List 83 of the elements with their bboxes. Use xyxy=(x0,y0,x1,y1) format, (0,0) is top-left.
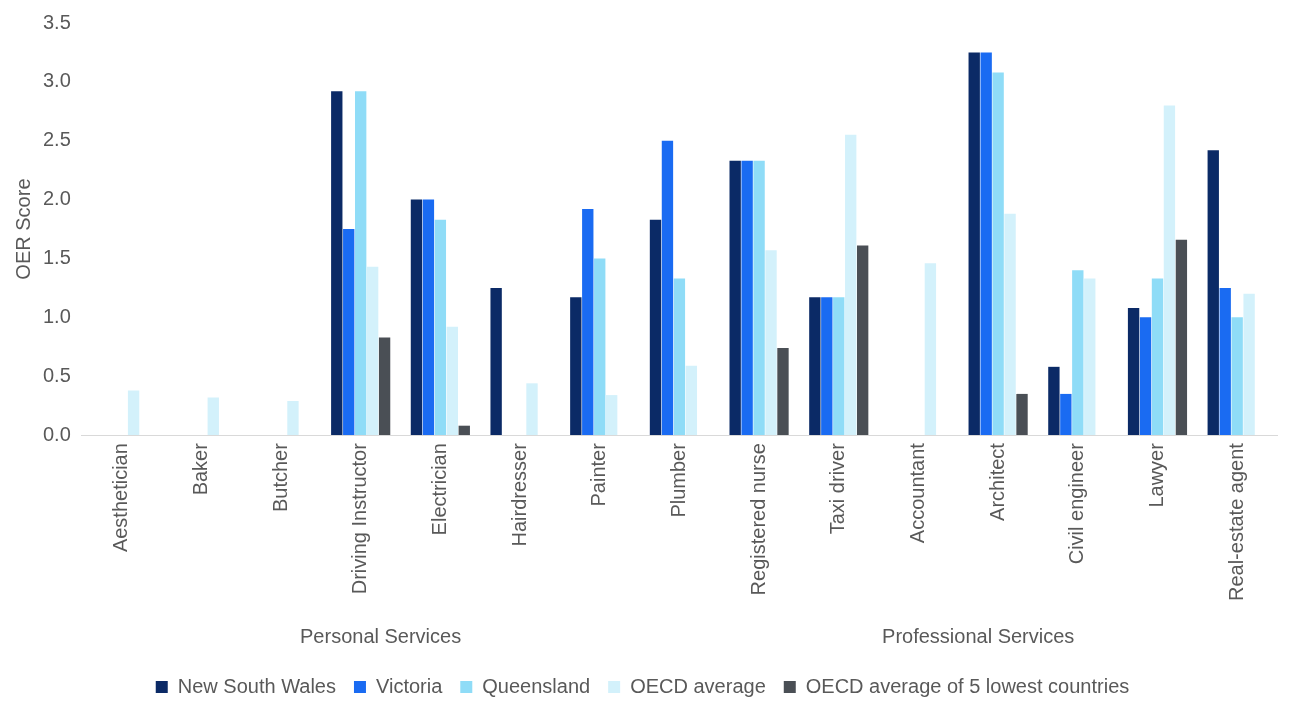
bar xyxy=(809,297,821,436)
x-tick-label: Architect xyxy=(985,442,1008,521)
legend-label: Queensland xyxy=(482,674,591,697)
bar xyxy=(1151,278,1164,436)
x-tick-label: Registered nurse xyxy=(746,443,769,596)
bar xyxy=(821,297,833,436)
bar xyxy=(355,91,367,436)
bar xyxy=(582,209,594,436)
bar xyxy=(1207,150,1219,436)
x-tick-label: Plumber xyxy=(666,442,689,518)
bar xyxy=(378,337,391,436)
bar xyxy=(127,390,140,436)
bar xyxy=(570,297,582,436)
x-tick-label: Electrician xyxy=(427,443,450,536)
bar xyxy=(1219,287,1231,436)
bar xyxy=(1016,393,1028,436)
legend-label: Victoria xyxy=(375,674,444,697)
bar xyxy=(446,326,458,436)
x-tick-label: Baker xyxy=(188,442,211,496)
text: Personal Services xyxy=(300,624,462,647)
bar xyxy=(856,245,869,436)
y-tick-label: 3.0 xyxy=(42,69,71,92)
y-tick-label: 0.0 xyxy=(42,422,71,445)
legend-label: OECD average xyxy=(630,674,766,697)
bar xyxy=(1072,270,1084,436)
bar xyxy=(1243,293,1255,436)
y-tick-label: 3.5 xyxy=(42,10,71,33)
bar xyxy=(1163,105,1176,436)
bar xyxy=(765,250,777,436)
y-tick-label: 2.5 xyxy=(42,128,71,151)
x-tick-label: Taxi driver xyxy=(826,442,849,535)
bar xyxy=(366,266,379,436)
x-tick-label: Painter xyxy=(587,442,610,507)
bar xyxy=(422,199,435,436)
bar xyxy=(649,219,662,436)
legend-label: OECD average of 5 lowest countries xyxy=(805,674,1130,697)
bar xyxy=(777,347,789,436)
bar xyxy=(287,400,299,436)
bar xyxy=(741,160,753,436)
bar xyxy=(1004,213,1016,436)
y-tick-label: 1.5 xyxy=(42,246,71,269)
x-tick-label: Lawyer xyxy=(1145,442,1167,508)
bar xyxy=(980,52,992,436)
y-tick-label: 0.5 xyxy=(42,363,71,386)
bar xyxy=(845,134,857,436)
bar xyxy=(331,91,343,436)
bar xyxy=(753,160,765,436)
bar xyxy=(729,160,741,436)
x-tick-label: Butcher xyxy=(268,442,291,513)
bar xyxy=(1175,239,1188,436)
bar xyxy=(673,278,686,436)
x-tick-label: Aesthetician xyxy=(109,443,132,553)
bar xyxy=(1231,317,1243,436)
bar xyxy=(1060,393,1072,436)
x-tick-label: Accountant xyxy=(905,442,928,544)
bar xyxy=(490,287,502,436)
bar xyxy=(594,258,606,436)
bar xyxy=(343,229,355,436)
bar xyxy=(1084,278,1096,436)
bar xyxy=(685,365,698,436)
text: Professional Services xyxy=(882,624,1075,647)
bar xyxy=(661,140,674,436)
x-tick-label: Driving Instructor xyxy=(348,442,371,595)
y-axis-title: OER Score xyxy=(11,178,34,280)
bar xyxy=(833,297,845,436)
x-tick-label: Civil engineer xyxy=(1065,442,1088,565)
bar xyxy=(410,199,423,436)
bar xyxy=(924,263,937,436)
x-tick-label: Hairdresser xyxy=(507,442,530,547)
x-tick-label: Real-estate agent xyxy=(1224,442,1247,602)
y-tick-label: 2.0 xyxy=(42,187,71,210)
bar xyxy=(207,397,219,436)
bar xyxy=(526,383,538,436)
bar xyxy=(1139,317,1152,436)
bar xyxy=(458,425,470,436)
y-tick-label: 1.0 xyxy=(42,304,71,327)
bar xyxy=(1127,307,1140,436)
bar xyxy=(606,395,618,436)
bar xyxy=(434,219,447,436)
bar xyxy=(992,72,1004,436)
bar xyxy=(1048,366,1060,436)
bar xyxy=(968,52,980,436)
legend-label: New South Wales xyxy=(177,674,336,697)
